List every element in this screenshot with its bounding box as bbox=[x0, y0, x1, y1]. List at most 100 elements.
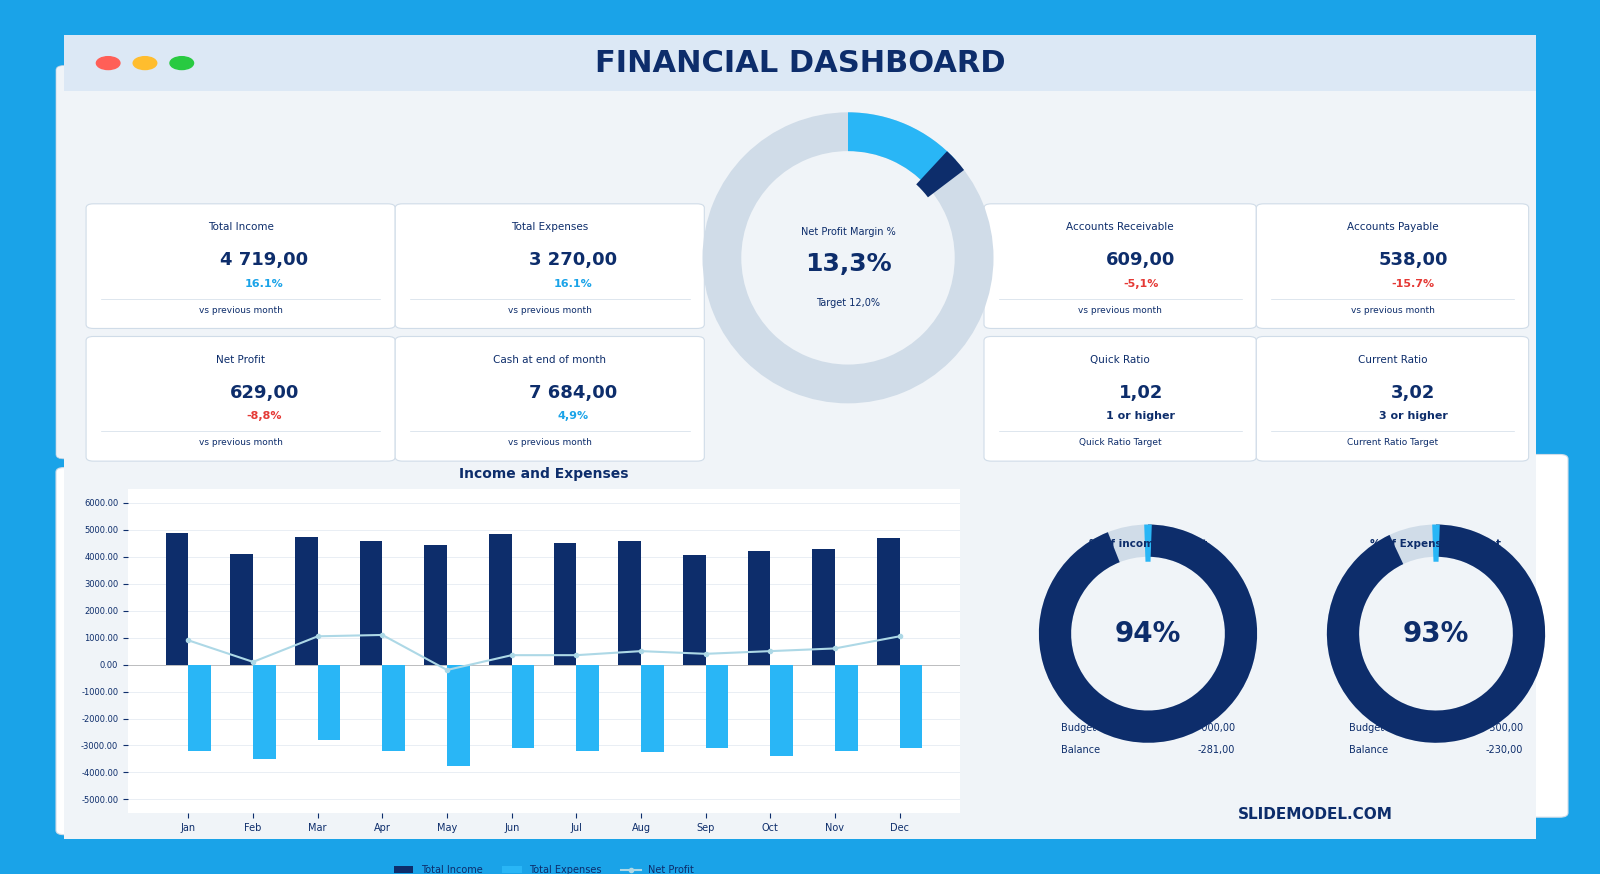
Net Profit bbox=[826, 643, 845, 654]
Text: -15.7%: -15.7% bbox=[1392, 279, 1435, 288]
Text: vs previous month: vs previous month bbox=[198, 306, 283, 315]
Bar bbox=[318, 664, 341, 740]
FancyBboxPatch shape bbox=[50, 27, 1550, 847]
Text: vs previous month: vs previous month bbox=[507, 306, 592, 315]
Wedge shape bbox=[1326, 524, 1546, 743]
Text: vs previous month: vs previous month bbox=[198, 439, 283, 447]
Text: -230,00: -230,00 bbox=[1485, 746, 1523, 755]
FancyBboxPatch shape bbox=[1256, 204, 1528, 329]
Net Profit bbox=[632, 646, 651, 656]
Text: -5,1%: -5,1% bbox=[1123, 279, 1158, 288]
Text: % of income Budget: % of income Budget bbox=[1090, 539, 1206, 550]
Text: Quick Ratio: Quick Ratio bbox=[1090, 355, 1150, 365]
Text: 5 000,00: 5 000,00 bbox=[1192, 723, 1235, 733]
Text: Total Expenses: Total Expenses bbox=[510, 222, 589, 232]
Circle shape bbox=[96, 57, 120, 70]
Net Profit bbox=[179, 635, 198, 646]
Bar bbox=[512, 664, 534, 748]
Net Profit bbox=[566, 650, 586, 661]
Text: Cash at end of month: Cash at end of month bbox=[493, 355, 606, 365]
Legend: Total Income, Total Expenses, Net Profit: Total Income, Total Expenses, Net Profit bbox=[390, 861, 698, 874]
Title: Income and Expenses: Income and Expenses bbox=[459, 468, 629, 482]
Net Profit bbox=[373, 629, 392, 640]
Wedge shape bbox=[1326, 524, 1546, 743]
Bar bbox=[382, 664, 405, 751]
Net Profit bbox=[502, 650, 522, 661]
Text: vs previous month: vs previous month bbox=[1350, 306, 1435, 315]
Text: Quick Ratio Target: Quick Ratio Target bbox=[1078, 439, 1162, 447]
Net Profit bbox=[760, 646, 779, 656]
Text: FINANCIAL DASHBOARD: FINANCIAL DASHBOARD bbox=[595, 49, 1005, 78]
Text: 93%: 93% bbox=[1403, 620, 1469, 648]
Text: 609,00: 609,00 bbox=[1106, 252, 1176, 269]
Circle shape bbox=[133, 57, 157, 70]
Text: 1,02: 1,02 bbox=[1118, 384, 1163, 402]
Text: Target 12,0%: Target 12,0% bbox=[816, 298, 880, 309]
Bar bbox=[294, 537, 318, 664]
Bar bbox=[706, 664, 728, 748]
Text: Net Profit Margin %: Net Profit Margin % bbox=[800, 227, 896, 237]
Text: SLIDEMODEL.COM: SLIDEMODEL.COM bbox=[1238, 808, 1392, 822]
FancyBboxPatch shape bbox=[86, 336, 395, 461]
Wedge shape bbox=[917, 151, 965, 198]
Bar bbox=[618, 541, 642, 664]
Bar bbox=[642, 664, 664, 753]
Text: 629,00: 629,00 bbox=[229, 384, 299, 402]
Line: Net Profit: Net Profit bbox=[186, 633, 902, 672]
Text: 94%: 94% bbox=[1115, 620, 1181, 648]
Bar bbox=[230, 554, 253, 664]
FancyBboxPatch shape bbox=[86, 204, 395, 329]
Bar bbox=[813, 549, 835, 664]
Text: -8,8%: -8,8% bbox=[246, 412, 282, 421]
FancyBboxPatch shape bbox=[64, 35, 1536, 91]
Text: Current Ratio: Current Ratio bbox=[1358, 355, 1427, 365]
Text: Total Income: Total Income bbox=[208, 222, 274, 232]
Net Profit bbox=[243, 656, 262, 667]
FancyBboxPatch shape bbox=[395, 336, 704, 461]
FancyBboxPatch shape bbox=[1256, 336, 1528, 461]
Bar bbox=[253, 664, 275, 759]
Text: 3 270,00: 3 270,00 bbox=[530, 252, 618, 269]
Bar bbox=[576, 664, 598, 751]
Text: 4 719,00: 4 719,00 bbox=[221, 252, 309, 269]
Text: Accounts Receivable: Accounts Receivable bbox=[1066, 222, 1174, 232]
Text: 13,3%: 13,3% bbox=[805, 253, 891, 276]
Text: Net Profit: Net Profit bbox=[216, 355, 266, 365]
Bar bbox=[360, 541, 382, 664]
FancyBboxPatch shape bbox=[984, 204, 1256, 329]
Text: -281,00: -281,00 bbox=[1197, 746, 1235, 755]
Net Profit bbox=[696, 649, 715, 659]
Bar bbox=[166, 532, 189, 664]
Text: Accounts Payable: Accounts Payable bbox=[1347, 222, 1438, 232]
Bar bbox=[877, 538, 899, 664]
Bar bbox=[747, 551, 770, 664]
Text: 3 500,00: 3 500,00 bbox=[1480, 723, 1523, 733]
Text: % of Expenses Budget: % of Expenses Budget bbox=[1371, 539, 1501, 550]
Wedge shape bbox=[1038, 524, 1258, 743]
Text: Balance: Balance bbox=[1349, 746, 1389, 755]
FancyBboxPatch shape bbox=[395, 204, 704, 329]
Wedge shape bbox=[702, 112, 994, 404]
Bar bbox=[899, 664, 922, 748]
Text: 4,9%: 4,9% bbox=[558, 412, 589, 421]
Net Profit bbox=[437, 665, 456, 676]
Bar bbox=[424, 545, 446, 664]
Text: Balance: Balance bbox=[1061, 746, 1101, 755]
Text: Budget: Budget bbox=[1061, 723, 1096, 733]
Bar bbox=[446, 664, 470, 766]
Text: vs previous month: vs previous month bbox=[507, 439, 592, 447]
Text: 538,00: 538,00 bbox=[1378, 252, 1448, 269]
Text: 3 or higher: 3 or higher bbox=[1379, 412, 1448, 421]
Text: 3,02: 3,02 bbox=[1390, 384, 1435, 402]
FancyBboxPatch shape bbox=[984, 336, 1256, 461]
Net Profit bbox=[890, 631, 909, 642]
Text: 16.1%: 16.1% bbox=[245, 279, 283, 288]
Text: 16.1%: 16.1% bbox=[554, 279, 592, 288]
Text: Current Ratio Target: Current Ratio Target bbox=[1347, 439, 1438, 447]
Circle shape bbox=[170, 57, 194, 70]
Wedge shape bbox=[1144, 524, 1152, 562]
Wedge shape bbox=[1432, 524, 1440, 562]
Text: vs previous month: vs previous month bbox=[1078, 306, 1162, 315]
Text: Budget: Budget bbox=[1349, 723, 1384, 733]
Bar bbox=[835, 664, 858, 751]
